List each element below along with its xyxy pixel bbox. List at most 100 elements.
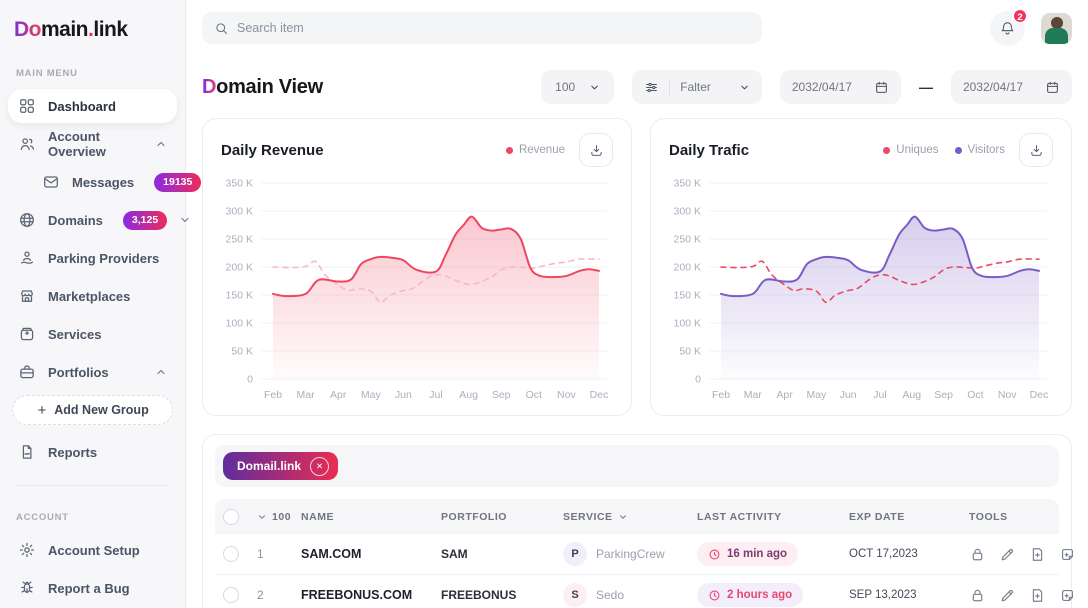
file-plus-button[interactable] xyxy=(1029,587,1046,604)
table-header-row: 100 NAME PORTFOLIO SERVICE LAST ACTIVITY… xyxy=(215,499,1059,534)
sidebar-item-messages[interactable]: Messages 19135 xyxy=(32,165,202,199)
close-icon[interactable]: ✕ xyxy=(310,456,330,476)
lock-button[interactable] xyxy=(969,546,986,563)
column-header-portfolio[interactable]: PORTFOLIO xyxy=(441,510,507,523)
svg-text:100 K: 100 K xyxy=(674,318,701,330)
domain-name[interactable]: FREEBONUS.COM xyxy=(301,588,413,602)
page-header: Domain View 100 Falter 2032/04/17 — 2032… xyxy=(202,70,1072,104)
column-header-last-activity[interactable]: LAST ACTIVITY xyxy=(697,510,782,523)
column-header-service[interactable]: SERVICE xyxy=(563,511,697,523)
sidebar-item-label: Dashboard xyxy=(48,98,116,114)
svg-text:Feb: Feb xyxy=(264,389,282,401)
filter-chip-domail-link[interactable]: Domail.link ✕ xyxy=(223,452,339,480)
sidebar-item-dashboard[interactable]: Dashboard xyxy=(8,89,177,123)
sidebar-item-label: Portfolios xyxy=(48,364,109,380)
sidebar-item-account-overview[interactable]: Account Overview xyxy=(8,127,177,161)
account-section-label: ACCOUNT xyxy=(16,512,69,523)
date-from-picker[interactable]: 2032/04/17 xyxy=(779,70,901,104)
svg-text:Mar: Mar xyxy=(297,389,316,401)
svg-text:150 K: 150 K xyxy=(226,290,253,302)
svg-text:Mar: Mar xyxy=(744,389,763,401)
notifications-button[interactable]: 2 xyxy=(990,7,1028,46)
sidebar-item-label: Reports xyxy=(48,444,98,460)
select-all-checkbox[interactable] xyxy=(223,508,239,525)
calendar-icon xyxy=(1045,80,1060,95)
sidebar-item-reports[interactable]: Reports xyxy=(8,435,177,469)
add-new-group-button[interactable]: Add New Group xyxy=(12,395,173,425)
sidebar-item-report-a-bug[interactable]: Report a Bug xyxy=(8,571,177,605)
sidebar-item-label: Domains xyxy=(48,212,103,228)
svg-text:Feb: Feb xyxy=(712,389,730,401)
column-header-exp-date[interactable]: EXP DATE xyxy=(849,510,905,523)
service-initial-badge: P xyxy=(563,542,587,566)
download-icon xyxy=(1029,143,1044,158)
download-button[interactable] xyxy=(1019,133,1053,167)
edit-button[interactable] xyxy=(999,546,1016,563)
service-name: ParkingCrew xyxy=(596,547,665,561)
chevron-up-icon[interactable] xyxy=(155,366,167,378)
svg-text:150 K: 150 K xyxy=(674,290,701,302)
chevron-up-icon[interactable] xyxy=(155,138,167,150)
legend-dot xyxy=(954,146,962,154)
sidebar-item-label: Report a Bug xyxy=(48,580,130,596)
gear-icon xyxy=(18,541,36,559)
exp-date: SEP 13,2023 xyxy=(849,589,917,601)
column-header-name[interactable]: NAME xyxy=(301,510,335,523)
svg-text:Dec: Dec xyxy=(1030,389,1049,401)
filter-label: Falter xyxy=(680,80,711,94)
sidebar-item-marketplaces[interactable]: Marketplaces xyxy=(8,279,177,313)
date-to-picker[interactable]: 2032/04/17 xyxy=(950,70,1072,104)
row-count-select[interactable]: 100 xyxy=(257,511,301,523)
sidebar-item-parking-providers[interactable]: Parking Providers xyxy=(8,241,177,275)
daily-trafic-chart: 350 K 300 K 250 K 200 K 150 K 100 K 50 K 0 Feb Ma… xyxy=(669,173,1053,405)
main-content: 2 Domain View 100 Falter 2032/04/17 xyxy=(186,0,1088,608)
row-index: 1 xyxy=(257,547,264,561)
sidebar-item-portfolios[interactable]: Portfolios xyxy=(8,355,177,389)
domain-name[interactable]: SAM.COM xyxy=(301,547,362,561)
search-box[interactable] xyxy=(202,12,762,44)
user-avatar[interactable] xyxy=(1041,12,1072,44)
row-checkbox[interactable] xyxy=(223,587,239,603)
page-size-select[interactable]: 100 xyxy=(541,70,615,104)
search-input[interactable] xyxy=(237,21,750,35)
parking-icon xyxy=(18,249,36,267)
legend-item-visitors: Visitors xyxy=(954,144,1005,156)
download-button[interactable] xyxy=(579,133,613,167)
row-checkbox[interactable] xyxy=(223,546,239,562)
tools-cell xyxy=(969,587,1076,604)
svg-text:50 K: 50 K xyxy=(679,346,701,358)
svg-text:350 K: 350 K xyxy=(226,178,253,190)
file-plus-button[interactable] xyxy=(1029,546,1046,563)
svg-text:Nov: Nov xyxy=(998,389,1017,401)
last-activity-badge: 2 hours ago xyxy=(697,583,804,607)
svg-text:350 K: 350 K xyxy=(674,178,701,190)
daily-trafic-title: Daily Trafic xyxy=(669,141,750,159)
chevron-down-icon[interactable] xyxy=(179,214,191,226)
svg-text:Sep: Sep xyxy=(492,389,511,401)
page-controls: 100 Falter 2032/04/17 — 2032/04/17 xyxy=(541,70,1072,104)
users-icon xyxy=(18,135,36,153)
lock-button[interactable] xyxy=(969,587,986,604)
note-plus-button[interactable] xyxy=(1059,546,1076,563)
svg-text:Sep: Sep xyxy=(934,389,953,401)
filter-dropdown[interactable]: Falter xyxy=(632,70,762,104)
svg-text:300 K: 300 K xyxy=(226,206,253,218)
sidebar-item-services[interactable]: Services xyxy=(8,317,177,351)
sidebar-item-label: Account Overview xyxy=(48,129,106,159)
sidebar: Domain.link MAIN MENU Dashboard Account O… xyxy=(0,0,202,608)
svg-text:May: May xyxy=(361,389,382,401)
sidebar-item-label: Parking Providers xyxy=(48,250,160,266)
column-header-tools[interactable]: TOOLS xyxy=(969,510,1008,523)
svg-text:Aug: Aug xyxy=(459,389,478,401)
sidebar-item-account-setup[interactable]: Account Setup xyxy=(8,533,177,567)
edit-button[interactable] xyxy=(999,587,1016,604)
search-icon xyxy=(214,21,229,36)
svg-text:Apr: Apr xyxy=(776,389,793,401)
note-plus-button[interactable] xyxy=(1059,587,1076,604)
sidebar-item-domains[interactable]: Domains 3,125 xyxy=(8,203,189,237)
table-row: 1 SAM.COM SAM P ParkingCrew 16 min ago OCT 17,… xyxy=(215,534,1074,575)
box-icon xyxy=(18,325,36,343)
svg-text:100 K: 100 K xyxy=(226,318,253,330)
svg-text:Oct: Oct xyxy=(967,389,983,401)
date-range-dash: — xyxy=(918,79,933,95)
